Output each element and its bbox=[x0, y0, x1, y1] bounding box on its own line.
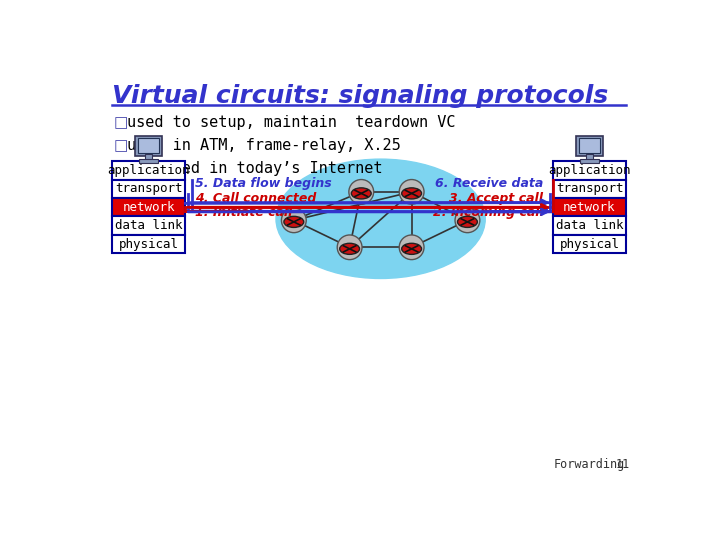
Text: data link: data link bbox=[556, 219, 624, 232]
Text: application: application bbox=[548, 164, 631, 177]
Text: not used in today’s Internet: not used in today’s Internet bbox=[127, 161, 383, 176]
Text: network: network bbox=[563, 201, 616, 214]
Circle shape bbox=[399, 179, 424, 204]
Bar bbox=[139, 159, 158, 163]
Text: used to setup, maintain  teardown VC: used to setup, maintain teardown VC bbox=[127, 115, 456, 130]
Text: 4. Call connected: 4. Call connected bbox=[194, 192, 316, 205]
Circle shape bbox=[337, 235, 362, 260]
Text: 11: 11 bbox=[616, 458, 630, 471]
Ellipse shape bbox=[340, 244, 359, 254]
Text: □: □ bbox=[113, 161, 127, 176]
Text: Virtual circuits: signaling protocols: Virtual circuits: signaling protocols bbox=[112, 84, 608, 108]
Text: physical: physical bbox=[119, 238, 179, 251]
Text: physical: physical bbox=[559, 238, 619, 251]
Circle shape bbox=[282, 208, 306, 233]
Ellipse shape bbox=[457, 217, 477, 227]
Bar bbox=[112, 198, 185, 217]
Text: □: □ bbox=[113, 138, 127, 153]
Text: 6. Receive data: 6. Receive data bbox=[435, 177, 544, 190]
Bar bbox=[579, 138, 600, 153]
Text: 2. incoming call: 2. incoming call bbox=[433, 206, 544, 219]
Text: data link: data link bbox=[114, 219, 182, 232]
Ellipse shape bbox=[402, 188, 421, 199]
Text: transport: transport bbox=[556, 183, 624, 195]
Text: □: □ bbox=[113, 115, 127, 130]
Ellipse shape bbox=[284, 217, 304, 227]
Circle shape bbox=[399, 235, 424, 260]
Text: 1. Initiate call: 1. Initiate call bbox=[194, 206, 292, 219]
Bar bbox=[112, 235, 185, 253]
Bar bbox=[580, 159, 599, 163]
Bar bbox=[112, 161, 185, 179]
Circle shape bbox=[349, 179, 374, 204]
Text: network: network bbox=[122, 201, 175, 214]
Text: transport: transport bbox=[114, 183, 182, 195]
Text: 5. Data flow begins: 5. Data flow begins bbox=[194, 177, 331, 190]
Text: 3. Accept call: 3. Accept call bbox=[449, 192, 544, 205]
Bar bbox=[553, 198, 626, 217]
Text: Forwarding: Forwarding bbox=[554, 458, 625, 471]
Bar bbox=[553, 161, 626, 179]
Bar bbox=[138, 138, 159, 153]
Bar bbox=[112, 217, 185, 235]
Bar bbox=[553, 179, 626, 198]
Ellipse shape bbox=[402, 244, 421, 254]
Ellipse shape bbox=[276, 159, 485, 279]
Bar bbox=[553, 235, 626, 253]
Bar bbox=[575, 136, 603, 156]
Text: used in ATM, frame-relay, X.25: used in ATM, frame-relay, X.25 bbox=[127, 138, 401, 153]
Bar bbox=[135, 136, 163, 156]
Circle shape bbox=[455, 208, 480, 233]
Bar bbox=[145, 154, 152, 160]
Bar bbox=[553, 217, 626, 235]
Bar bbox=[112, 179, 185, 198]
Ellipse shape bbox=[351, 188, 372, 199]
Text: application: application bbox=[107, 164, 190, 177]
Bar bbox=[586, 154, 593, 160]
